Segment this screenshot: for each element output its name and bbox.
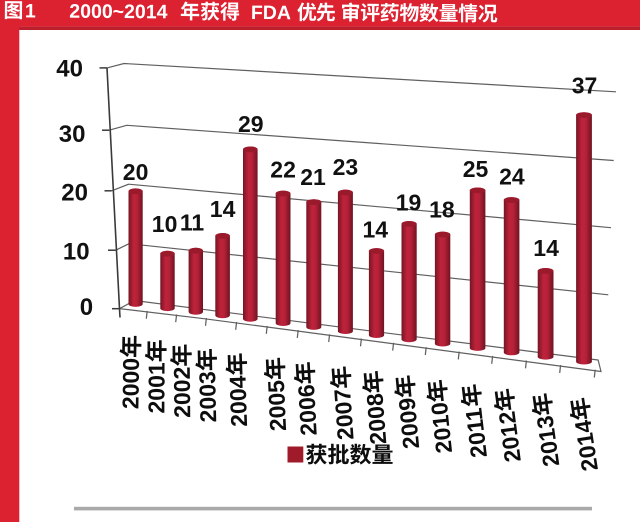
svg-text:2003: 2003 xyxy=(194,371,221,423)
svg-text:14: 14 xyxy=(533,235,559,261)
svg-text:2010: 2010 xyxy=(426,401,457,455)
svg-text:2005: 2005 xyxy=(263,379,291,432)
svg-text:2011: 2011 xyxy=(460,406,492,459)
svg-text:20: 20 xyxy=(123,159,149,185)
svg-text:19: 19 xyxy=(396,190,422,216)
svg-text:14: 14 xyxy=(363,217,389,243)
svg-text:21: 21 xyxy=(300,164,326,190)
svg-text:2008: 2008 xyxy=(361,392,391,445)
svg-text:20: 20 xyxy=(61,179,88,206)
svg-text:14: 14 xyxy=(210,196,236,222)
svg-text:FDA: FDA xyxy=(251,2,291,24)
svg-text:1: 1 xyxy=(25,0,36,22)
svg-text:2009: 2009 xyxy=(394,397,425,450)
svg-text:18: 18 xyxy=(429,197,455,223)
svg-text:2001: 2001 xyxy=(143,362,169,413)
svg-text:2006: 2006 xyxy=(293,384,322,437)
svg-text:29: 29 xyxy=(238,111,264,137)
svg-text:2004: 2004 xyxy=(224,375,252,427)
svg-text:40: 40 xyxy=(56,55,83,82)
svg-text:11: 11 xyxy=(180,210,205,236)
svg-text:2002: 2002 xyxy=(169,367,196,418)
svg-text:2007: 2007 xyxy=(329,388,359,441)
svg-text:22: 22 xyxy=(270,157,296,183)
svg-text:25: 25 xyxy=(463,156,489,182)
svg-text:0: 0 xyxy=(80,294,93,321)
svg-text:2000~2014: 2000~2014 xyxy=(69,1,167,24)
svg-text:37: 37 xyxy=(572,73,598,99)
svg-text:10: 10 xyxy=(152,211,178,237)
svg-text:23: 23 xyxy=(333,154,359,180)
svg-text:30: 30 xyxy=(59,121,86,148)
svg-text:24: 24 xyxy=(499,164,525,190)
svg-text:10: 10 xyxy=(63,239,90,266)
svg-text:2000: 2000 xyxy=(117,358,144,410)
